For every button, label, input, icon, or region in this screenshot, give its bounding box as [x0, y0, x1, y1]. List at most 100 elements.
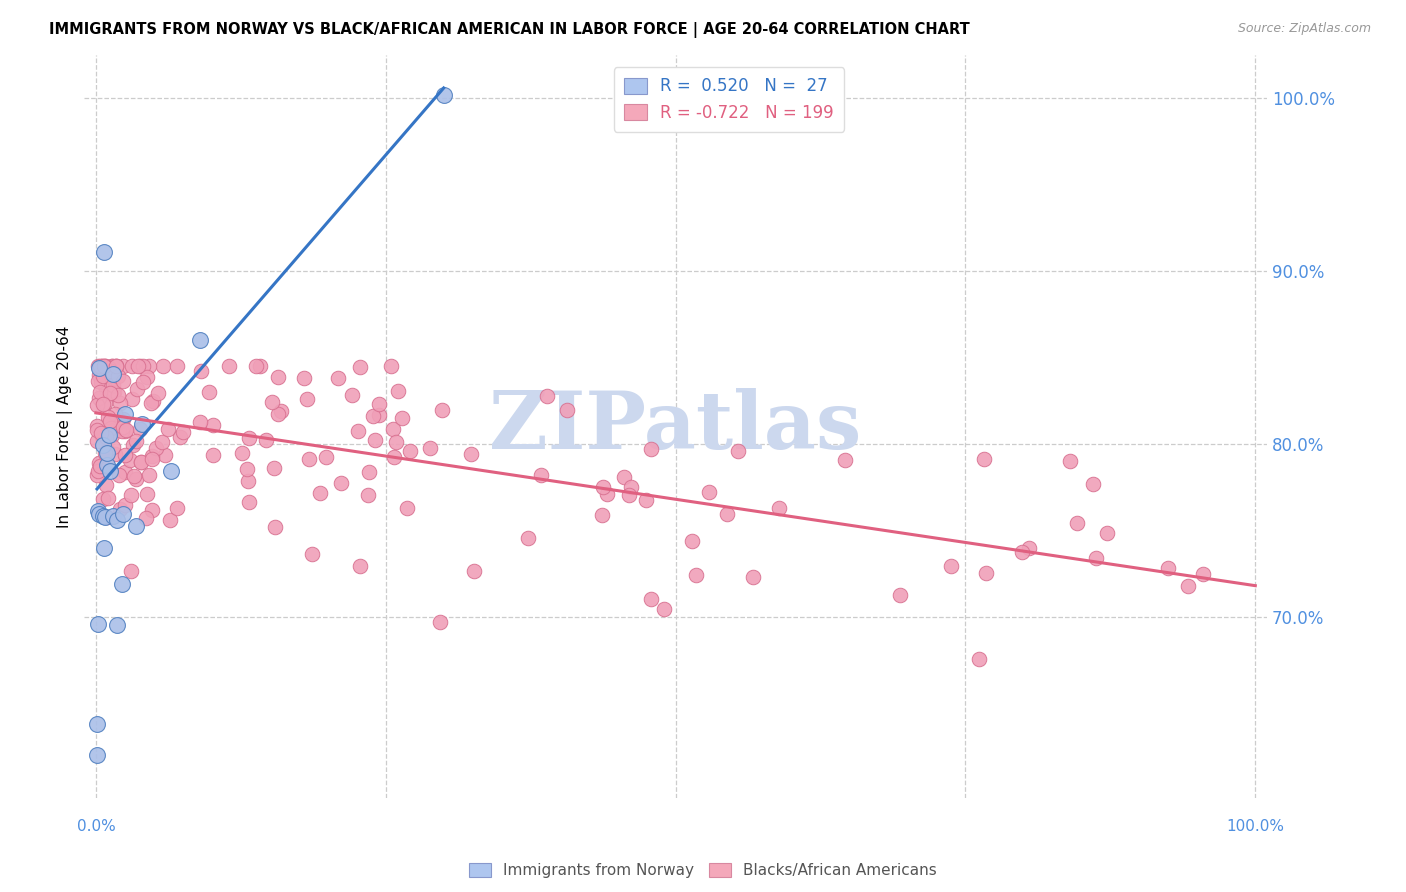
- Point: [889, 588, 911, 602]
- Point: [555, 403, 578, 417]
- Point: [132, 359, 155, 374]
- Point: [135, 487, 157, 501]
- Point: [98, 463, 121, 477]
- Point: [1095, 526, 1118, 541]
- Point: [939, 559, 962, 574]
- Point: [87, 507, 110, 521]
- Point: [111, 424, 134, 438]
- Point: [100, 428, 122, 442]
- Point: [419, 442, 441, 456]
- Point: [152, 359, 174, 374]
- Point: [87, 361, 110, 376]
- Point: [90, 375, 112, 389]
- Point: [107, 467, 129, 482]
- Point: [368, 397, 391, 411]
- Point: [101, 359, 124, 374]
- Point: [363, 433, 385, 447]
- Point: [129, 455, 152, 469]
- Point: [86, 418, 108, 433]
- Point: [172, 425, 194, 439]
- Point: [125, 519, 148, 533]
- Point: [634, 493, 657, 508]
- Point: [340, 387, 363, 401]
- Point: [100, 363, 122, 377]
- Point: [101, 377, 124, 392]
- Point: [974, 566, 997, 580]
- Point: [86, 434, 108, 448]
- Point: [361, 409, 384, 423]
- Point: [727, 443, 749, 458]
- Point: [104, 447, 127, 461]
- Point: [399, 443, 422, 458]
- Text: 0.0%: 0.0%: [76, 819, 115, 834]
- Point: [93, 541, 115, 555]
- Point: [620, 480, 643, 494]
- Text: ZIPatlas: ZIPatlas: [489, 388, 862, 466]
- Point: [111, 412, 134, 426]
- Point: [86, 747, 108, 762]
- Point: [111, 577, 134, 591]
- Text: IMMIGRANTS FROM NORWAY VS BLACK/AFRICAN AMERICAN IN LABOR FORCE | AGE 20-64 CORR: IMMIGRANTS FROM NORWAY VS BLACK/AFRICAN …: [49, 22, 970, 38]
- Point: [368, 408, 391, 422]
- Point: [254, 433, 277, 447]
- Point: [201, 448, 224, 462]
- Point: [121, 392, 143, 406]
- Point: [90, 359, 112, 374]
- Point: [89, 392, 111, 406]
- Point: [387, 384, 409, 398]
- Point: [114, 465, 136, 479]
- Point: [517, 531, 540, 545]
- Point: [432, 403, 454, 417]
- Point: [1011, 545, 1033, 559]
- Text: 100.0%: 100.0%: [1226, 819, 1284, 834]
- Point: [110, 413, 132, 427]
- Point: [86, 465, 108, 479]
- Point: [86, 717, 108, 731]
- Point: [101, 359, 124, 374]
- Point: [87, 456, 110, 470]
- Point: [359, 465, 381, 479]
- Point: [530, 468, 553, 483]
- Point: [142, 394, 165, 409]
- Point: [97, 491, 120, 506]
- Point: [236, 461, 259, 475]
- Text: Source: ZipAtlas.com: Source: ZipAtlas.com: [1237, 22, 1371, 36]
- Point: [166, 359, 188, 374]
- Point: [101, 386, 124, 401]
- Point: [120, 564, 142, 578]
- Point: [105, 359, 128, 374]
- Point: [96, 430, 118, 444]
- Point: [100, 414, 122, 428]
- Point: [101, 368, 124, 382]
- Point: [329, 476, 352, 491]
- Point: [716, 507, 738, 521]
- Point: [188, 415, 211, 429]
- Point: [114, 449, 136, 463]
- Point: [245, 359, 267, 374]
- Point: [301, 547, 323, 561]
- Point: [107, 388, 129, 402]
- Point: [685, 568, 707, 582]
- Point: [120, 488, 142, 502]
- Point: [87, 503, 110, 517]
- Point: [104, 359, 127, 374]
- Point: [145, 442, 167, 456]
- Point: [346, 424, 368, 438]
- Point: [93, 245, 115, 260]
- Point: [87, 368, 110, 382]
- Point: [101, 440, 124, 454]
- Point: [104, 407, 127, 421]
- Point: [349, 360, 371, 375]
- Point: [1177, 578, 1199, 592]
- Point: [100, 383, 122, 397]
- Point: [97, 460, 120, 475]
- Point: [146, 386, 169, 401]
- Point: [236, 474, 259, 488]
- Point: [91, 373, 114, 387]
- Point: [91, 509, 114, 524]
- Point: [98, 428, 121, 442]
- Point: [125, 472, 148, 486]
- Point: [89, 459, 111, 474]
- Point: [190, 364, 212, 378]
- Point: [114, 424, 136, 438]
